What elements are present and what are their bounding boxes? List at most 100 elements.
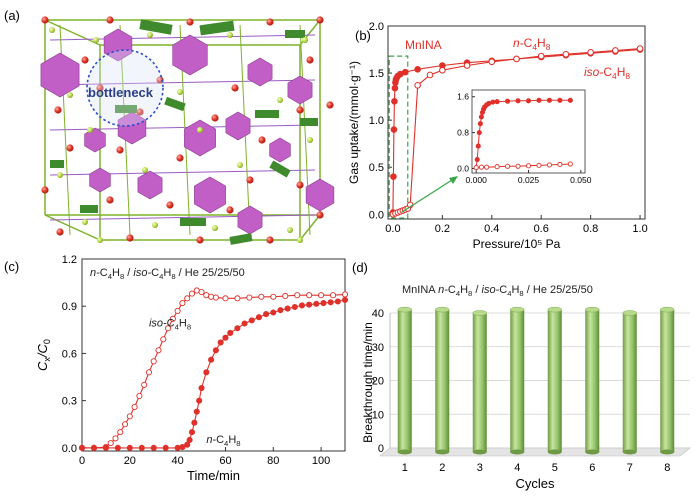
- metal-node: [302, 37, 308, 43]
- inset-data-point: [475, 143, 481, 149]
- inset-data-point: [536, 162, 542, 168]
- series-annotation: n-C4H8: [206, 434, 240, 448]
- metal-node: [307, 137, 313, 143]
- x-tick-label: 0.4: [484, 223, 499, 235]
- data-point: [198, 288, 205, 296]
- y-axis-label: Gas uptake/(mmol·g⁻¹): [347, 61, 361, 184]
- linker-hexagon: [247, 57, 273, 87]
- data-point: [414, 82, 421, 89]
- framework-bond: [49, 214, 316, 221]
- y-tick-label: 1.5: [369, 68, 384, 80]
- inset-data-point: [505, 98, 511, 104]
- data-point: [391, 98, 398, 105]
- inset-data-point: [478, 164, 484, 170]
- x-tick-label: 8: [664, 462, 670, 474]
- data-point: [426, 71, 434, 79]
- data-point: [334, 298, 341, 305]
- metal-node: [237, 162, 243, 168]
- data-point: [188, 290, 196, 297]
- metal-node: [49, 27, 55, 33]
- metal-plate: [139, 19, 173, 35]
- y-axis-label: Cx/C0: [35, 339, 52, 371]
- data-point: [107, 440, 114, 447]
- linker-hexagon: [84, 127, 106, 153]
- bar-base: [622, 449, 637, 455]
- data-point: [150, 444, 157, 451]
- y-tick-label: 0.5: [369, 162, 384, 174]
- data-point: [126, 413, 133, 420]
- inset-data-point: [567, 97, 573, 103]
- metal-node: [87, 127, 93, 133]
- linker-hexagon: [194, 176, 226, 214]
- data-point: [537, 52, 545, 60]
- bar-base: [660, 449, 675, 455]
- oxygen-atom: [316, 16, 324, 24]
- bar-base: [472, 449, 487, 455]
- inset-data-point: [557, 97, 563, 103]
- inset-data-point: [490, 99, 496, 105]
- oxygen-atom: [54, 106, 62, 114]
- inset-data-point: [536, 97, 542, 103]
- metal-plate: [269, 160, 291, 178]
- data-point: [196, 397, 203, 404]
- zoom-box: [388, 55, 409, 219]
- y-tick-label: 2.0: [369, 21, 384, 33]
- x-tick-label: 1.0: [632, 223, 647, 235]
- plot-frame: [387, 25, 646, 220]
- chart-d: 0 10 20 30 40 1 2 3 4 5 6 7 8 Cycles Breakthrough time…: [361, 284, 691, 491]
- inset-data-point: [478, 114, 484, 120]
- bar-cycle-3: [472, 313, 487, 452]
- data-point: [463, 62, 471, 69]
- x-tick-label: 60: [219, 455, 231, 467]
- bar-cycle-1: [397, 309, 412, 452]
- x-tick-label: 0: [79, 455, 85, 467]
- panel-a-label: (a): [4, 8, 20, 23]
- y-axis-label: Breakthrough time/min: [361, 322, 375, 443]
- framework-bond: [44, 214, 101, 241]
- data-point: [155, 347, 162, 354]
- data-point: [174, 307, 181, 314]
- metal-node: [277, 97, 283, 103]
- data-point: [208, 293, 215, 300]
- inset-data-point: [505, 163, 511, 169]
- oxygen-atom: [316, 211, 324, 219]
- metal-plate: [115, 105, 137, 113]
- data-point: [117, 429, 124, 436]
- data-point: [258, 293, 265, 300]
- oxygen-atom: [211, 114, 219, 122]
- data-point: [612, 47, 619, 54]
- inset-data-point: [484, 164, 490, 170]
- data-point: [327, 299, 334, 306]
- bar-cycle-4: [510, 309, 525, 452]
- data-point: [222, 295, 229, 302]
- panel-b: (b) 0.0 0.2 0.4 0.6 0.8 1.0 0.0 0.5 1.0 1.5 2.0 Pre…: [347, 21, 648, 251]
- data-point: [217, 339, 224, 346]
- bar-top: [547, 306, 562, 313]
- metal-node: [82, 219, 88, 225]
- data-point: [78, 444, 86, 451]
- inset-data-point: [525, 163, 532, 169]
- oxygen-atom: [81, 56, 89, 64]
- data-point: [184, 295, 191, 302]
- inset-data-point: [474, 156, 480, 163]
- data-point: [513, 55, 520, 63]
- data-point: [203, 369, 210, 376]
- metal-node: [97, 237, 103, 243]
- y-tick-label: 0.9: [62, 301, 77, 313]
- data-point: [306, 292, 313, 299]
- oxygen-atom: [186, 18, 194, 26]
- series-label-n: n-C4H8: [513, 36, 551, 52]
- panel-a: (a) bottleneck: [4, 8, 335, 245]
- oxygen-atom: [296, 181, 304, 189]
- inset-y-tick-label: 1.6: [457, 92, 469, 102]
- data-point: [179, 444, 186, 451]
- data-point: [102, 444, 109, 451]
- oxygen-atom: [66, 144, 74, 152]
- data-point: [188, 429, 196, 436]
- inset-data-point: [546, 162, 552, 168]
- data-point: [138, 444, 145, 451]
- linker-hexagon: [287, 75, 313, 105]
- x-tick-label: 2: [439, 462, 445, 474]
- data-point: [186, 436, 193, 444]
- framework-bond: [44, 19, 101, 46]
